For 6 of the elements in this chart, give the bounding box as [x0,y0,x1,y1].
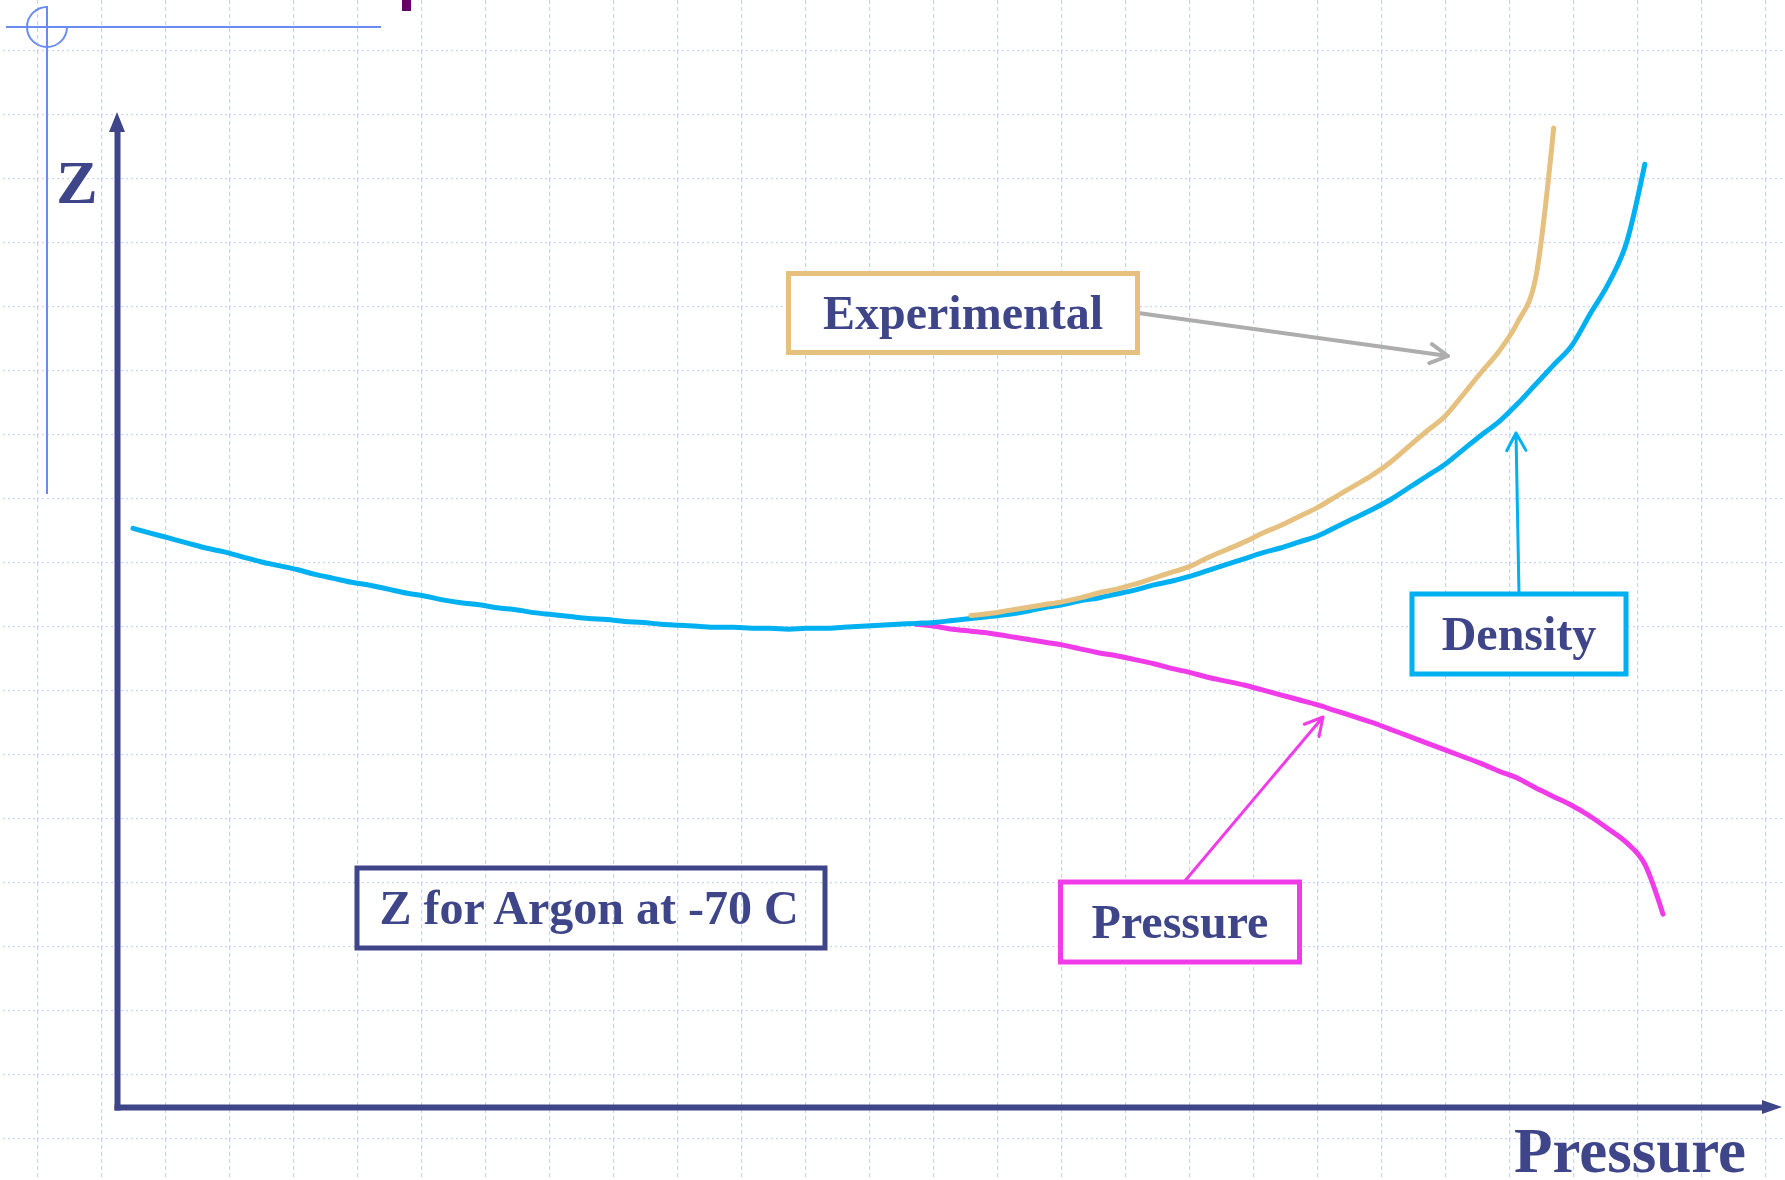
text: Density [1441,607,1597,660]
text: Experimental [823,286,1103,339]
text: Z for Argon at -70 C [379,881,799,934]
x-axis-title: Pressure [1513,1116,1747,1180]
y-axis-title: Z [56,148,98,216]
text: Pressure [1091,895,1269,948]
